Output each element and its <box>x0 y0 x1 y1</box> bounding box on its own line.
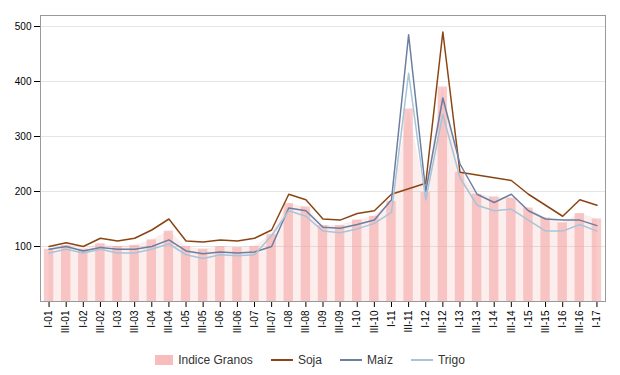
svg-text:I-06: I-06 <box>214 310 225 328</box>
svg-text:III-05: III-05 <box>197 310 208 333</box>
svg-text:I-09: I-09 <box>317 310 328 328</box>
svg-text:III-03: III-03 <box>129 310 140 333</box>
svg-text:100: 100 <box>15 241 32 252</box>
svg-text:I-02: I-02 <box>78 310 89 328</box>
svg-text:200: 200 <box>15 186 32 197</box>
svg-text:I-17: I-17 <box>591 310 602 328</box>
svg-text:III-12: III-12 <box>437 310 448 333</box>
svg-text:300: 300 <box>15 131 32 142</box>
svg-text:III-13: III-13 <box>471 310 482 333</box>
svg-text:III-07: III-07 <box>266 310 277 333</box>
svg-text:400: 400 <box>15 76 32 87</box>
svg-text:III-02: III-02 <box>95 310 106 333</box>
svg-text:I-10: I-10 <box>351 310 362 328</box>
svg-text:I-05: I-05 <box>180 310 191 328</box>
svg-text:III-15: III-15 <box>540 310 551 333</box>
svg-text:III-08: III-08 <box>300 310 311 333</box>
svg-text:I-15: I-15 <box>523 310 534 328</box>
svg-text:III-16: III-16 <box>574 310 585 333</box>
svg-text:III-09: III-09 <box>334 310 345 333</box>
svg-text:I-03: I-03 <box>112 310 123 328</box>
svg-text:I-01: I-01 <box>43 310 54 328</box>
svg-text:I-14: I-14 <box>488 310 499 328</box>
svg-text:I-04: I-04 <box>146 310 157 328</box>
svg-text:I-08: I-08 <box>283 310 294 328</box>
html-text:Indice Granos: Indice Granos <box>178 353 253 367</box>
html-text:Maíz: Maíz <box>366 353 393 367</box>
html-text:Trigo: Trigo <box>437 353 465 367</box>
svg-text:I-16: I-16 <box>557 310 568 328</box>
svg-text:III-10: III-10 <box>369 310 380 333</box>
svg-text:I-07: I-07 <box>249 310 260 328</box>
svg-text:III-06: III-06 <box>232 310 243 333</box>
svg-text:I-11: I-11 <box>386 310 397 327</box>
svg-text:500: 500 <box>15 21 32 32</box>
svg-text:III-04: III-04 <box>163 310 174 333</box>
svg-text:III-14: III-14 <box>506 310 517 333</box>
svg-text:I-12: I-12 <box>420 310 431 328</box>
svg-text:III-01: III-01 <box>60 310 71 333</box>
svg-text:III-11: III-11 <box>403 310 414 332</box>
html-text:Soja: Soja <box>297 353 322 367</box>
svg-text:I-13: I-13 <box>454 310 465 328</box>
